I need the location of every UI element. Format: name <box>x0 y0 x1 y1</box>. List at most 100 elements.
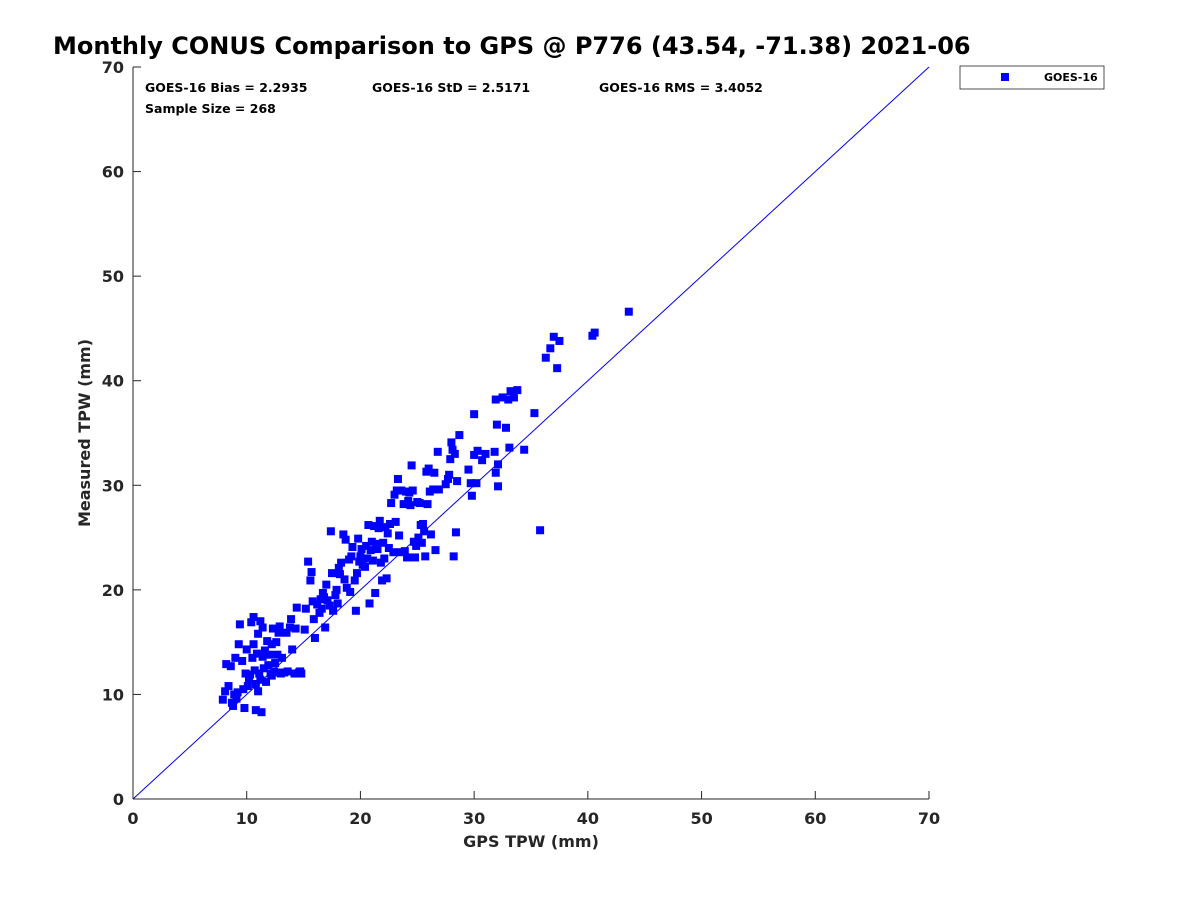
scatter-point <box>231 653 240 662</box>
scatter-point <box>498 393 507 402</box>
scatter-point <box>549 332 558 341</box>
scatter-point <box>366 546 375 555</box>
scatter-point <box>448 445 457 454</box>
scatter-point <box>447 438 456 447</box>
scatter-point <box>285 623 294 632</box>
scatter-point <box>243 682 252 691</box>
stat-bias: GOES-16 Bias = 2.2935 <box>145 80 307 95</box>
scatter-point <box>494 460 503 469</box>
scatter-point <box>342 583 351 592</box>
scatter-point <box>464 465 473 474</box>
scatter-point <box>252 649 261 658</box>
scatter-point <box>414 533 423 542</box>
scatter-point <box>273 650 282 659</box>
scatter-point <box>478 456 487 465</box>
scatter-point <box>224 682 233 691</box>
scatter-point <box>418 519 427 528</box>
scatter-point <box>370 522 379 531</box>
scatter-point <box>362 541 371 550</box>
scatter-point <box>254 687 263 696</box>
x-tick-label: 70 <box>918 809 940 828</box>
scatter-point <box>446 455 455 464</box>
scatter-point <box>346 587 355 596</box>
scatter-point <box>426 530 435 539</box>
scatter-point <box>449 552 458 561</box>
scatter-point <box>415 499 424 508</box>
scatter-point <box>421 552 430 561</box>
legend-marker <box>1001 73 1009 81</box>
scatter-point <box>417 538 426 547</box>
scatter-point <box>357 545 366 554</box>
scatter-point <box>470 450 479 459</box>
scatter-point <box>340 575 349 584</box>
scatter-point <box>239 685 248 694</box>
scatter-point <box>242 645 251 654</box>
scatter-point <box>434 485 443 494</box>
scatter-point <box>385 519 394 528</box>
scatter-point <box>380 554 389 563</box>
scatter-point <box>443 475 452 484</box>
scatter-point <box>257 708 266 717</box>
scatter-point <box>325 601 334 610</box>
scatter-point <box>274 628 283 637</box>
scatter-point <box>218 695 227 704</box>
scatter-point <box>473 446 482 455</box>
scatter-point <box>222 660 231 669</box>
scatter-point <box>383 529 392 538</box>
scatter-point <box>467 491 476 500</box>
scatter-point <box>348 542 357 551</box>
scatter-point <box>384 544 393 553</box>
x-tick-label: 10 <box>236 809 258 828</box>
x-tick-label: 50 <box>690 809 712 828</box>
x-axis-label: GPS TPW (mm) <box>463 832 599 851</box>
scatter-point <box>249 613 258 622</box>
y-tick-label: 10 <box>102 685 124 704</box>
scatter-point <box>409 537 418 546</box>
scatter-point <box>306 576 315 585</box>
x-tick-label: 60 <box>804 809 826 828</box>
chart-title: Monthly CONUS Comparison to GPS @ P776 (… <box>53 32 971 60</box>
scatter-point <box>256 617 265 626</box>
scatter-point <box>246 670 255 679</box>
scatter-point <box>455 431 464 440</box>
scatter-point <box>234 640 243 649</box>
scatter-point <box>335 570 344 579</box>
scatter-point <box>555 336 564 345</box>
scatter-point <box>321 623 330 632</box>
legend-label: GOES-16 <box>1044 71 1098 84</box>
scatter-point <box>373 545 382 554</box>
scatter-point <box>307 568 316 577</box>
scatter-point <box>313 600 322 609</box>
scatter-point <box>387 499 396 508</box>
scatter-point <box>221 687 230 696</box>
scatter-point <box>229 701 238 710</box>
scatter-point <box>368 556 377 565</box>
scatter-point <box>291 624 300 633</box>
scatter-point <box>356 552 365 561</box>
stat-std: GOES-16 StD = 2.5171 <box>372 80 530 95</box>
scatter-point <box>441 480 450 489</box>
scatter-point <box>326 527 335 536</box>
scatter-point <box>491 468 500 477</box>
scatter-point <box>282 628 291 637</box>
scatter-point <box>466 479 475 488</box>
scatter-point <box>287 615 296 624</box>
scatter-point <box>254 629 263 638</box>
scatter-point <box>354 534 363 543</box>
scatter-point <box>541 353 550 362</box>
scatter-point <box>470 410 479 419</box>
scatter-point <box>255 669 264 678</box>
scatter-point <box>337 558 346 567</box>
scatter-point <box>520 445 529 454</box>
x-tick-label: 20 <box>349 809 371 828</box>
y-tick-label: 50 <box>102 267 124 286</box>
scatter-point <box>323 596 332 605</box>
scatter-point <box>490 447 499 456</box>
scatter-point <box>248 653 257 662</box>
scatter-point <box>376 558 385 567</box>
scatter-point <box>430 468 439 477</box>
scatter-point <box>283 667 292 676</box>
stat-sample-size: Sample Size = 268 <box>145 101 276 116</box>
x-ticks: 0 10 20 30 40 50 60 70 <box>127 791 940 828</box>
